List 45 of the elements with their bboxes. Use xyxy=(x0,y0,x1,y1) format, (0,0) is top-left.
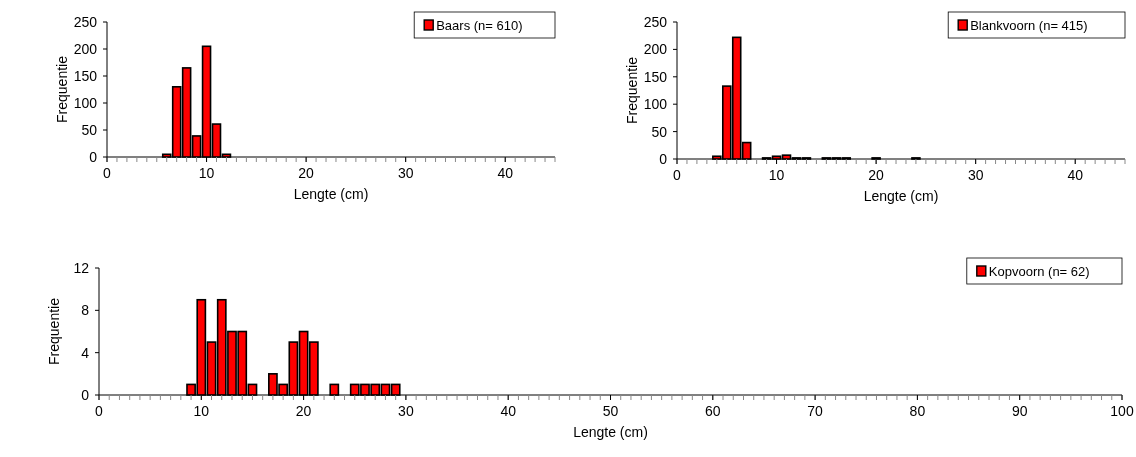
legend-label: Blankvoorn (n= 415) xyxy=(970,18,1088,33)
x-axis-title: Lengte (cm) xyxy=(293,186,369,202)
x-tick-label: 10 xyxy=(198,165,215,181)
x-tick-label: 0 xyxy=(103,165,112,181)
x-tick-label: 10 xyxy=(193,403,210,419)
x-tick-label: 90 xyxy=(1011,403,1028,419)
y-axis-title: Frequentie xyxy=(624,56,640,124)
x-tick-label: 100 xyxy=(1110,403,1134,419)
x-tick-label: 20 xyxy=(298,165,315,181)
x-tick-label: 80 xyxy=(909,403,926,419)
x-tick-label: 0 xyxy=(673,167,682,183)
legend-label: Kopvoorn (n= 62) xyxy=(988,264,1090,279)
x-axis-title: Lengte (cm) xyxy=(573,424,648,440)
x-tick-label: 30 xyxy=(398,403,414,419)
y-tick-label: 100 xyxy=(643,96,668,113)
y-tick-label: 150 xyxy=(73,68,98,84)
y-tick-label: 4 xyxy=(81,344,90,361)
y-tick-label: 200 xyxy=(73,41,98,57)
x-tick-label: 30 xyxy=(967,167,984,183)
x-tick-label: 50 xyxy=(602,403,619,419)
x-tick-label: 20 xyxy=(868,167,885,183)
y-axis-title: Frequentie xyxy=(46,297,62,365)
x-tick-label: 30 xyxy=(397,165,414,181)
y-tick-label: 150 xyxy=(643,68,668,85)
x-tick-label: 40 xyxy=(500,403,517,419)
y-tick-label: 12 xyxy=(73,260,90,276)
x-tick-label: 60 xyxy=(705,403,721,419)
y-tick-label: 200 xyxy=(643,41,668,58)
y-tick-label: 0 xyxy=(659,151,668,167)
y-tick-label: 50 xyxy=(81,122,98,138)
x-tick-label: 40 xyxy=(1067,167,1084,183)
y-tick-label: 100 xyxy=(73,95,98,111)
x-tick-label: 10 xyxy=(768,167,785,183)
x-axis-title: Lengte (cm) xyxy=(863,188,939,204)
x-tick-label: 20 xyxy=(295,403,312,419)
y-tick-label: 8 xyxy=(81,302,90,319)
y-tick-label: 0 xyxy=(89,149,98,165)
y-tick-label: 0 xyxy=(81,387,90,403)
y-tick-label: 250 xyxy=(73,14,98,30)
y-axis-title: Frequentie xyxy=(54,55,70,123)
legend-label: Baars (n= 610) xyxy=(436,18,523,33)
y-tick-label: 50 xyxy=(651,123,668,140)
x-tick-label: 40 xyxy=(497,165,514,181)
x-tick-label: 70 xyxy=(807,403,824,419)
y-tick-label: 250 xyxy=(643,14,668,30)
